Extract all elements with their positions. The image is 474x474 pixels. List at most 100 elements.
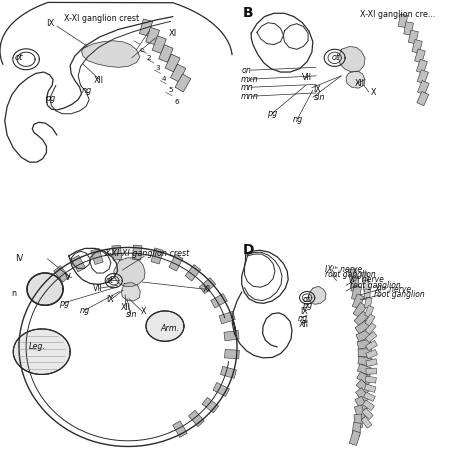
Text: IX: IX xyxy=(106,295,114,304)
Text: IX: IX xyxy=(301,308,308,316)
Polygon shape xyxy=(308,286,326,304)
Bar xyxy=(365,297,372,309)
Bar xyxy=(139,19,153,36)
Text: on: on xyxy=(242,66,252,74)
Text: Arm.: Arm. xyxy=(160,324,179,332)
Bar xyxy=(71,255,85,272)
Bar xyxy=(169,255,183,271)
Bar xyxy=(151,248,163,264)
Bar xyxy=(364,392,375,401)
Polygon shape xyxy=(338,46,365,72)
Text: ng: ng xyxy=(82,86,92,94)
Text: XII: XII xyxy=(120,303,130,311)
Polygon shape xyxy=(346,71,365,88)
Polygon shape xyxy=(27,273,63,305)
Text: mnn: mnn xyxy=(241,92,259,100)
Bar xyxy=(220,366,237,378)
Text: pg: pg xyxy=(59,299,69,308)
Text: 3: 3 xyxy=(155,65,160,71)
Text: ot: ot xyxy=(332,54,340,62)
Text: 2: 2 xyxy=(147,55,152,61)
Text: IX: IX xyxy=(46,19,55,28)
Text: IV: IV xyxy=(15,255,23,263)
Text: ot: ot xyxy=(105,276,113,285)
Text: pg: pg xyxy=(302,301,313,310)
Bar xyxy=(354,414,363,428)
Bar xyxy=(202,397,219,413)
Bar xyxy=(361,417,372,428)
Polygon shape xyxy=(13,329,70,374)
Bar xyxy=(352,422,361,437)
Bar xyxy=(165,54,180,72)
Bar xyxy=(352,286,362,300)
Bar xyxy=(354,311,369,326)
Bar xyxy=(224,330,239,341)
Text: mxn: mxn xyxy=(241,75,258,83)
Polygon shape xyxy=(146,311,184,341)
Bar xyxy=(398,14,408,27)
Bar xyxy=(189,410,204,427)
Text: B: B xyxy=(243,6,253,20)
Text: X: X xyxy=(371,89,376,97)
Text: D: D xyxy=(243,243,254,257)
Bar xyxy=(349,430,360,446)
Text: VII: VII xyxy=(302,73,312,82)
Bar xyxy=(365,331,377,343)
Bar xyxy=(185,264,201,281)
Text: ot: ot xyxy=(14,54,23,62)
Text: root ganglion: root ganglion xyxy=(350,281,401,290)
Text: ng: ng xyxy=(80,307,90,315)
Bar xyxy=(219,311,235,324)
Bar xyxy=(348,269,358,283)
Bar xyxy=(417,70,428,84)
Bar xyxy=(356,380,371,394)
Text: sln: sln xyxy=(314,93,325,101)
Bar xyxy=(91,248,103,264)
Bar xyxy=(415,49,425,63)
Bar xyxy=(356,329,371,342)
Text: pg: pg xyxy=(267,109,278,118)
Text: pg: pg xyxy=(45,94,55,102)
Bar xyxy=(152,36,166,53)
Bar xyxy=(353,302,367,318)
Bar xyxy=(418,81,429,95)
Bar xyxy=(357,364,373,375)
Bar xyxy=(357,339,372,349)
Text: root ganglion: root ganglion xyxy=(325,271,375,279)
Bar xyxy=(408,30,419,44)
Text: Xᵗʰ nerve: Xᵗʰ nerve xyxy=(350,275,385,284)
Bar xyxy=(171,64,186,82)
Bar xyxy=(358,348,372,357)
Text: root ganglion: root ganglion xyxy=(374,291,425,299)
Bar xyxy=(363,280,370,292)
Text: mn: mn xyxy=(241,83,254,91)
Text: IXᵗʰ nerve: IXᵗʰ nerve xyxy=(325,265,362,273)
Text: n: n xyxy=(11,290,17,298)
Text: 4: 4 xyxy=(162,76,167,82)
Text: Leg.: Leg. xyxy=(28,342,46,350)
Bar xyxy=(356,388,370,403)
Bar xyxy=(365,323,376,334)
Polygon shape xyxy=(121,283,140,301)
Bar xyxy=(404,22,413,35)
Bar xyxy=(365,306,374,317)
Text: X-XI-XI ganglion crest: X-XI-XI ganglion crest xyxy=(104,249,190,258)
Bar xyxy=(365,376,376,383)
Bar xyxy=(213,383,229,396)
Text: VII: VII xyxy=(93,284,103,292)
Bar xyxy=(364,289,370,300)
Bar xyxy=(366,359,377,366)
Bar xyxy=(355,405,365,420)
Text: XII: XII xyxy=(299,320,309,329)
Text: XIᵗʰ nerve: XIᵗʰ nerve xyxy=(374,285,411,293)
Bar xyxy=(211,293,228,308)
Bar xyxy=(352,294,365,309)
Text: IX: IX xyxy=(313,85,320,93)
Bar xyxy=(199,278,216,293)
Bar xyxy=(358,356,372,366)
Text: XII: XII xyxy=(93,76,103,85)
Bar xyxy=(361,272,369,283)
Text: 6: 6 xyxy=(174,99,179,105)
Bar xyxy=(365,340,377,351)
Bar xyxy=(416,59,428,73)
